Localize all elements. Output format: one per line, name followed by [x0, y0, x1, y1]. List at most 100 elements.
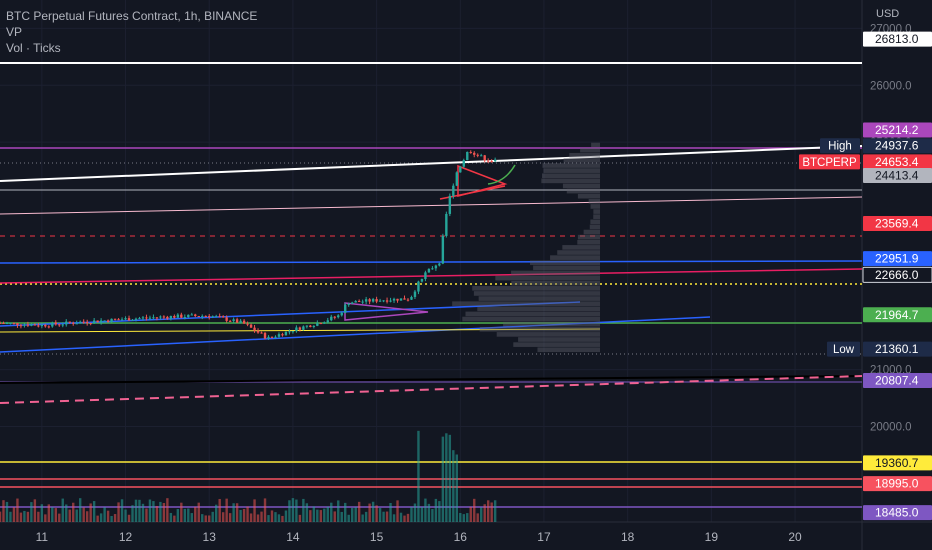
vp-bar-38 — [569, 152, 600, 158]
candle-body-68 — [235, 319, 239, 323]
volume-bar-108 — [375, 505, 378, 522]
candle-body-69 — [239, 320, 242, 323]
candle-body-85 — [295, 327, 298, 332]
candle-body-83 — [288, 331, 291, 333]
candle-body-56 — [194, 314, 197, 317]
volume-bar-78 — [270, 510, 274, 522]
volume-bar-32 — [110, 515, 113, 522]
candle-body-46 — [159, 316, 162, 318]
candle-body-92 — [319, 323, 323, 325]
volume-bar-135 — [469, 506, 472, 522]
candle-body-89 — [309, 325, 312, 328]
vp-bar-20 — [562, 245, 600, 250]
price-label-bg-9 — [863, 341, 932, 357]
price-label-bg-11 — [863, 455, 932, 471]
vp-bar-0 — [537, 347, 600, 353]
vp-bar-31 — [566, 188, 600, 194]
volume-bar-80 — [277, 514, 281, 522]
volume-bar-101 — [350, 507, 354, 522]
candle-body-22 — [75, 323, 78, 325]
candle-body-47 — [162, 316, 166, 318]
candle-body-57 — [197, 316, 200, 318]
projection-curve-green — [487, 164, 516, 185]
candle-body-23 — [79, 321, 82, 324]
candle-body-99 — [344, 304, 347, 313]
candle-body-106 — [368, 299, 371, 302]
volume-bar-12 — [40, 504, 44, 522]
volume-bar-73 — [253, 499, 256, 522]
volume-bar-3 — [9, 511, 12, 522]
volume-bar-60 — [208, 515, 211, 522]
price-tag-bg-2 — [820, 138, 860, 154]
candle-body-137 — [476, 154, 479, 156]
candle-body-61 — [211, 316, 214, 318]
candle-body-14 — [47, 326, 51, 328]
volume-bar-34 — [117, 502, 120, 522]
candle-body-139 — [483, 155, 486, 161]
candle-body-123 — [427, 268, 431, 273]
candle-body-122 — [424, 272, 427, 279]
volume-bar-33 — [113, 514, 117, 522]
volume-bar-56 — [194, 506, 197, 522]
volume-bar-37 — [127, 514, 131, 522]
volume-bar-139 — [483, 504, 486, 522]
volume-bar-81 — [281, 515, 284, 522]
candle-body-110 — [382, 300, 385, 302]
volume-bar-59 — [204, 515, 207, 522]
volume-bar-53 — [183, 508, 187, 522]
vp-bar-18 — [550, 255, 600, 260]
x-tick-label-19: 19 — [705, 530, 719, 544]
y-tick-label-20000: 20000.0 — [870, 421, 912, 433]
candle-body-117 — [406, 299, 410, 301]
candle-body-8 — [26, 324, 30, 326]
price-label-9: 21360.1 — [875, 342, 919, 356]
candle-body-65 — [225, 317, 228, 321]
candle-body-40 — [138, 318, 141, 320]
volume-bar-40 — [138, 499, 141, 522]
vp-bar-14 — [495, 275, 600, 281]
vp-bar-26 — [593, 214, 600, 219]
currency-label[interactable]: USD — [876, 8, 900, 20]
legend-volume[interactable]: Vol · Ticks — [6, 41, 61, 55]
x-tick-label-12: 12 — [119, 530, 133, 544]
candle-body-3 — [9, 322, 12, 324]
candle-body-2 — [5, 323, 9, 325]
volume-bar-99 — [344, 502, 347, 522]
candle-body-74 — [256, 330, 260, 333]
volume-bar-49 — [169, 512, 173, 522]
candle-body-33 — [113, 318, 117, 320]
legend-vp[interactable]: VP — [6, 25, 23, 39]
volume-bar-114 — [396, 500, 399, 522]
volume-bar-70 — [242, 508, 246, 522]
x-tick-label-14: 14 — [286, 530, 300, 544]
volume-bar-115 — [399, 512, 403, 522]
x-tick-label-17: 17 — [537, 530, 551, 544]
volume-bar-62 — [214, 504, 218, 522]
volume-bar-10 — [33, 499, 37, 522]
candle-body-93 — [323, 322, 326, 324]
price-tag-btcperp: BTCPERP — [802, 157, 857, 169]
candle-body-94 — [326, 320, 329, 323]
candle-body-91 — [316, 323, 319, 326]
volume-bar-82 — [284, 510, 288, 522]
vp-bar-2 — [518, 337, 600, 342]
candle-body-76 — [263, 332, 267, 339]
vp-bar-13 — [511, 280, 600, 286]
vp-bar-15 — [511, 270, 600, 276]
volume-bar-103 — [357, 501, 361, 522]
price-label-bg-12 — [863, 476, 932, 492]
volume-bar-87 — [302, 498, 305, 522]
candle-body-96 — [333, 316, 336, 318]
vp-bar-7 — [465, 311, 600, 317]
vp-bar-5 — [503, 321, 600, 327]
volume-bar-124 — [431, 509, 434, 522]
volume-bar-2 — [5, 501, 9, 522]
candle-body-131 — [455, 172, 459, 186]
volume-bar-45 — [155, 506, 159, 522]
volume-bar-66 — [228, 513, 232, 522]
volume-bar-7 — [23, 510, 26, 522]
vp-bar-21 — [577, 239, 600, 245]
volume-bar-63 — [218, 498, 221, 522]
volume-bar-69 — [239, 509, 242, 522]
